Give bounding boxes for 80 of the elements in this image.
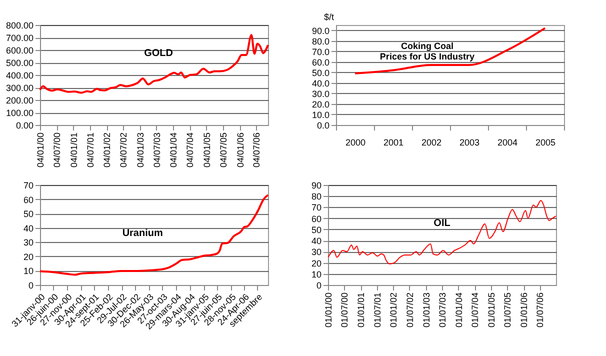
y-tick-label: 30.0	[312, 88, 330, 99]
y-tick-label: 90.0	[312, 26, 330, 36]
y-tick-label: 300.00	[6, 83, 34, 93]
x-tick-label: 01/07/04	[470, 292, 480, 328]
x-tick-label: 01/01/00	[324, 292, 334, 328]
y-tick-label: 10	[23, 266, 34, 276]
x-tick-label: 01/07/06	[535, 292, 546, 328]
y-tick-label: 20	[311, 258, 322, 268]
x-tick-label: 2005	[535, 138, 556, 148]
text: Uranium	[122, 228, 163, 239]
x-tick-label: 01/01/02	[388, 292, 399, 328]
y-axis-title: $/t	[324, 12, 334, 22]
x-tick-label: 01/01/01	[356, 292, 366, 328]
x-tick-label: 04/01/05	[202, 132, 212, 168]
text: GOLD	[144, 48, 174, 59]
y-tick-label: 50	[311, 224, 322, 235]
x-tick-label: 2000	[345, 138, 366, 148]
text: Coking Coal Prices for US Industry	[380, 41, 474, 62]
y-tick-label: 200.00	[6, 96, 34, 106]
x-tick-label: 04/01/06	[235, 132, 246, 168]
y-tick-label: 60	[311, 214, 322, 224]
y-tick-label: 50	[23, 209, 34, 220]
y-tick-label: 70	[23, 180, 34, 190]
y-tick-label: 30	[23, 238, 34, 248]
x-tick-label: 01/01/04	[454, 292, 464, 328]
x-tick-label: 2002	[421, 138, 442, 148]
x-tick-label: 2004	[497, 138, 518, 148]
line-series	[354, 27, 546, 74]
x-tick-label: 04/01/03	[135, 132, 146, 168]
y-tick-label: 0	[28, 280, 34, 290]
y-tick-label: 500.00	[6, 58, 34, 68]
y-tick-label: 800.00	[6, 20, 34, 30]
y-tick-label: 0.0	[316, 120, 330, 130]
y-tick-label: 0	[316, 280, 322, 290]
text: OIL	[434, 218, 450, 229]
x-tick-label: 04/01/04	[168, 132, 179, 168]
x-tick-label: 04/01/02	[102, 132, 112, 168]
y-tick-label: 80	[311, 192, 322, 202]
y-tick-label: 100.00	[6, 108, 34, 118]
y-tick-label: 80.0	[312, 36, 330, 46]
x-tick-label: 04/07/04	[185, 132, 196, 168]
y-tick-label: 0.00	[16, 120, 34, 130]
x-tick-label: 01/07/03	[437, 292, 448, 328]
y-tick-label: 20.0	[312, 99, 330, 110]
y-tick-label: 20	[23, 252, 34, 262]
y-tick-label: 60.0	[312, 57, 330, 68]
y-tick-label: 700.00	[6, 33, 34, 43]
x-tick-label: 01/01/03	[421, 292, 432, 328]
y-tick-label: 30	[311, 247, 322, 258]
x-tick-label: 04/07/03	[152, 132, 162, 168]
x-tick-label: 04/07/06	[252, 132, 262, 168]
x-tick-label: 01/07/00	[340, 292, 350, 328]
y-tick-label: 50.0	[312, 68, 330, 78]
x-tick-label: 01/07/05	[502, 292, 513, 328]
y-tick-label: 40	[311, 236, 322, 246]
x-tick-label: 04/07/05	[218, 132, 228, 168]
y-tick-label: 70	[311, 202, 322, 213]
x-tick-label: 2001	[383, 138, 404, 148]
line-series	[39, 194, 269, 276]
x-tick-label: 04/01/01	[68, 132, 79, 168]
x-tick-label: 01/07/01	[372, 292, 382, 328]
line-series	[39, 34, 269, 94]
y-tick-label: 40.0	[312, 78, 330, 88]
y-tick-label: 60	[23, 194, 34, 205]
y-tick-label: 90	[311, 180, 322, 190]
y-tick-label: 400.00	[6, 70, 34, 80]
y-tick-label: 600.00	[6, 46, 34, 56]
y-tick-label: 40	[23, 223, 34, 234]
y-tick-label: 70.0	[312, 46, 330, 57]
x-tick-label: 04/07/00	[52, 132, 62, 168]
y-tick-label: 10.0	[312, 110, 330, 120]
x-tick-label: 01/07/02	[404, 292, 415, 328]
x-tick-label: 01/01/05	[486, 292, 496, 328]
x-tick-label: 2003	[459, 138, 480, 148]
y-tick-label: 10	[311, 269, 322, 280]
x-tick-label: 04/01/00	[36, 132, 46, 168]
x-tick-label: 01/01/06	[519, 292, 530, 328]
x-tick-label: 04/07/01	[85, 132, 96, 168]
line-series	[328, 200, 556, 264]
x-tick-label: 04/07/02	[118, 132, 129, 168]
